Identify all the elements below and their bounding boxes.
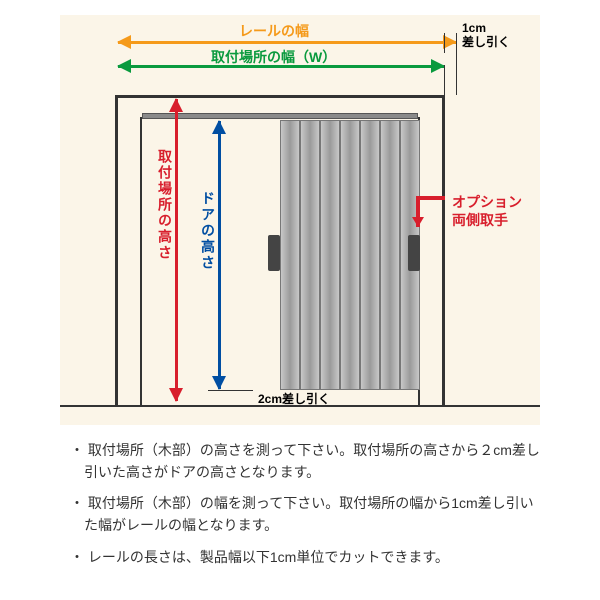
rail-dim-guide xyxy=(456,41,457,95)
option-l1: オプション xyxy=(452,194,522,210)
install-width-label: 取付場所の幅（W） xyxy=(211,47,336,67)
instructions-block: ・ 取付場所（木部）の高さを測って下さい。取付場所の高さから２cm差し引いた高さ… xyxy=(70,440,540,578)
rail-width-label: レールの幅 xyxy=(239,21,309,41)
two-cm-subtract-label: 2cm差し引く xyxy=(258,390,330,407)
note-2: ・ 取付場所（木部）の幅を測って下さい。取付場所の幅から1cm差し引いた幅がレー… xyxy=(70,493,540,536)
one-cm-l1: 1cm xyxy=(462,21,486,35)
floor-line xyxy=(60,405,540,407)
install-height-arrow xyxy=(175,99,178,401)
door-handle-left xyxy=(268,235,280,271)
door-height-arrow xyxy=(218,121,221,389)
door-rail xyxy=(142,113,418,119)
note-3: ・ レールの長さは、製品幅以下1cm単位でカットできます。 xyxy=(70,547,540,569)
accordion-door xyxy=(280,120,420,390)
option-l2: 両側取手 xyxy=(452,212,508,228)
option-handles-label: オプション 両側取手 xyxy=(452,193,522,229)
install-height-label: 取付場所の高さ xyxy=(155,149,175,261)
door-height-label: ドアの高さ xyxy=(198,191,218,271)
diagram-area: レールの幅 取付場所の幅（W） 1cm 差し引く 取付場所の高さ ドアの高さ 2… xyxy=(60,15,540,425)
gap-guide-top xyxy=(208,390,253,391)
one-cm-subtract-label: 1cm 差し引く xyxy=(462,21,510,50)
note-1: ・ 取付場所（木部）の高さを測って下さい。取付場所の高さから２cm差し引いた高さ… xyxy=(70,440,540,483)
frame-dim-guide xyxy=(444,65,445,95)
option-arrow-icon xyxy=(410,195,450,250)
one-cm-l2: 差し引く xyxy=(462,35,510,49)
rail-width-arrow xyxy=(118,41,456,44)
